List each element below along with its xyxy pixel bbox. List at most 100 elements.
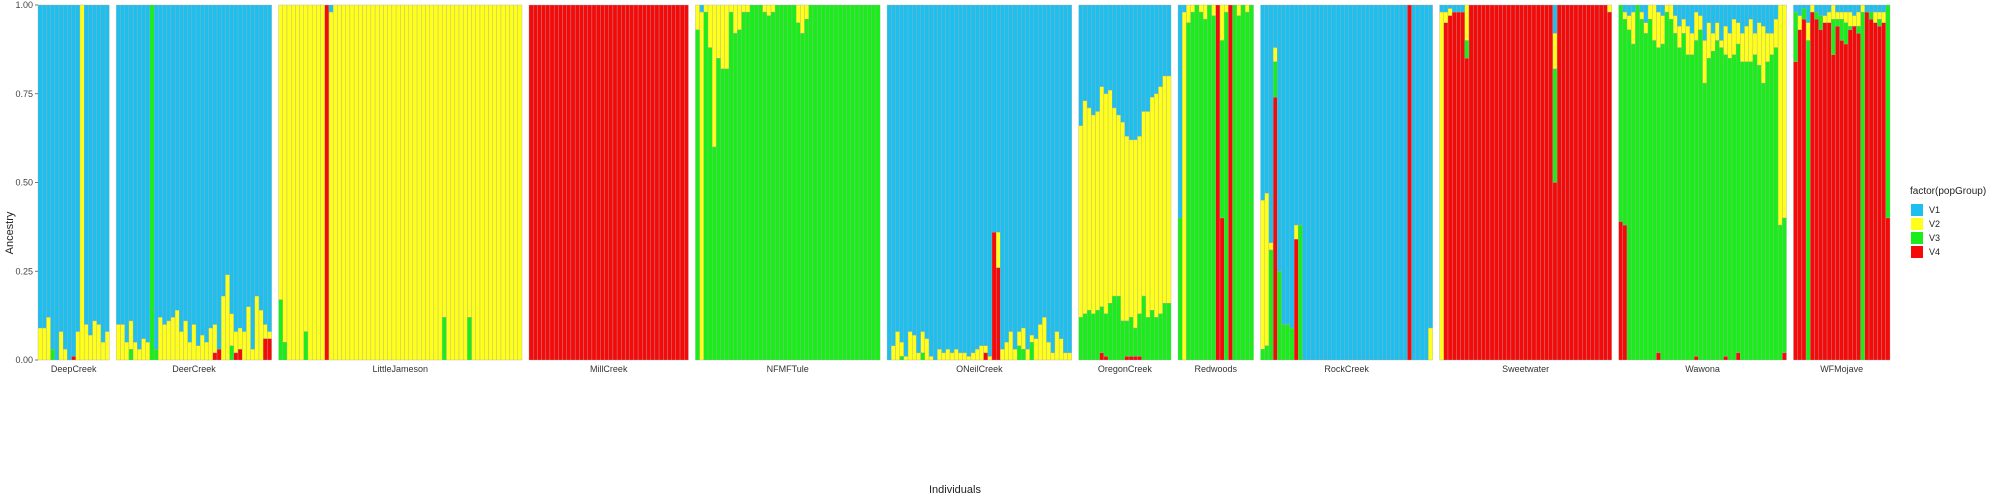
segment-v1 [1873,4,1878,13]
segment-v3 [707,47,713,361]
individual-bar [299,4,304,361]
segment-v4 [324,4,330,361]
individual-bar [737,4,742,361]
segment-v1 [1403,4,1408,361]
individual-bar [1124,4,1130,361]
segment-v2 [1852,15,1857,27]
individual-bar [1082,4,1088,361]
individual-bar [558,4,563,361]
segment-v1 [229,4,235,315]
segment-v1 [263,4,268,325]
segment-v1 [158,4,163,318]
individual-bar [795,4,801,361]
segment-v4 [558,4,563,361]
segment-v1 [187,4,193,343]
segment-v4 [600,4,605,361]
segment-v2 [1095,111,1100,311]
individual-bar [562,4,567,361]
individual-bar [316,4,321,361]
segment-v1 [1335,4,1341,361]
segment-v1 [1091,4,1096,116]
segment-v2 [362,4,367,361]
individual-bar [425,4,430,361]
segment-v2 [1839,11,1845,20]
individual-bar [463,4,468,361]
x-axis-title: Individuals [929,484,981,496]
segment-v2 [307,4,313,361]
individual-bar [958,4,963,361]
segment-v1 [1693,4,1699,13]
individual-bar [1873,4,1878,361]
segment-v4 [1822,22,1828,361]
individual-bar [1042,4,1047,361]
individual-bar [1289,4,1295,361]
segment-v3 [1244,11,1250,361]
individual-bar [1626,4,1632,361]
individual-bar [1310,4,1316,361]
segment-v4 [1598,4,1604,361]
segment-v1 [1719,4,1724,41]
individual-bar [1656,4,1661,361]
individual-bar [1428,4,1433,361]
segment-v3 [1268,249,1274,361]
facet-label: MillCreek [590,364,628,374]
segment-v2 [263,324,268,339]
individual-bar [707,4,713,361]
individual-bar [1398,4,1404,361]
individual-bar [1531,4,1537,361]
segment-v4 [983,352,988,361]
individual-bar [1424,4,1429,361]
y-axis-title: Ancestry [4,211,16,254]
individual-bar [1285,4,1291,361]
individual-bar [1107,4,1113,361]
individual-bar [1352,4,1358,361]
segment-v1 [250,4,255,350]
segment-v1 [933,4,938,361]
segment-v3 [1219,40,1225,219]
individual-bar [1514,4,1520,361]
segment-v3 [1207,4,1212,361]
segment-v2 [416,4,422,361]
segment-v1 [962,4,967,354]
individual-bar [500,4,506,361]
individual-bar [1544,4,1549,361]
segment-v1 [83,4,89,325]
segment-v2 [1078,125,1084,318]
segment-v1 [1656,4,1661,13]
segment-v1 [1723,4,1728,27]
facet-labels: DeepCreek DeerCreek LittleJameson MillCreek… [51,364,1863,374]
individual-bar [1365,4,1370,361]
individual-bar [1025,4,1030,361]
segment-v3 [1095,310,1100,361]
segment-v2 [337,4,342,361]
segment-v3 [720,68,725,361]
segment-v2 [733,4,738,34]
individual-bar [408,4,414,361]
segment-v1 [1078,4,1084,126]
segment-v1 [1137,4,1142,137]
segment-v1 [1881,4,1886,13]
segment-v2 [1769,33,1775,55]
segment-v2 [1693,11,1699,41]
segment-v1 [50,4,55,350]
individual-bar [1777,4,1783,361]
segment-v2 [379,4,384,361]
segment-v1 [1398,4,1404,361]
individual-bar [1598,4,1604,361]
segment-v3 [1831,19,1836,55]
legend-key-v3 [1911,232,1923,244]
individual-bar [1281,4,1286,361]
individual-bar [509,4,514,361]
segment-v2 [450,4,456,361]
segment-v4 [1527,4,1533,361]
individual-bar [545,4,551,361]
segment-v4 [1573,4,1579,361]
individual-bar [1021,4,1026,361]
segment-v1 [1761,4,1766,27]
individual-bar [200,4,205,361]
segment-v2 [128,320,134,350]
individual-bar [324,4,330,361]
individual-bar [513,4,518,361]
segment-v3 [1643,33,1649,361]
segment-v1 [120,4,125,325]
